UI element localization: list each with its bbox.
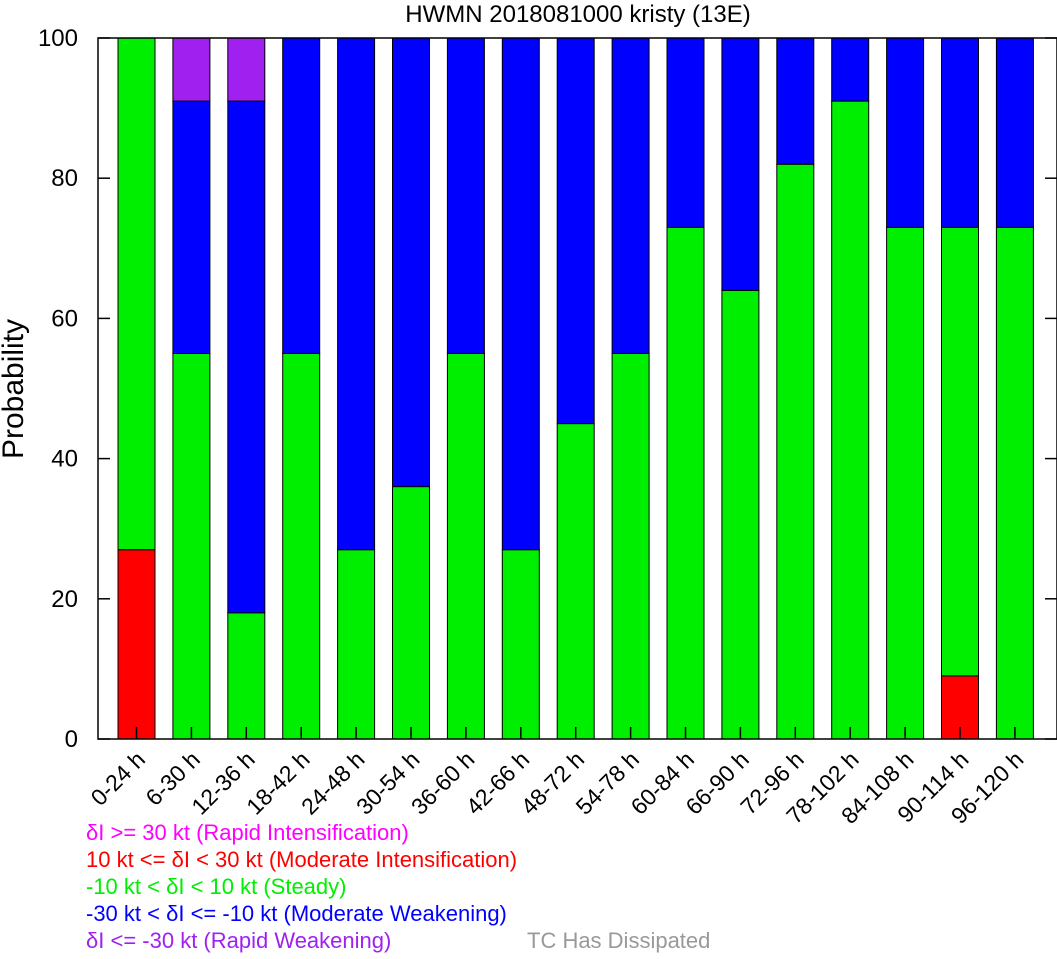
y-axis-label: Probability [0, 319, 30, 459]
bar-segment-rapid-weakening [172, 37, 211, 102]
plot-frame [97, 37, 1057, 740]
bar-segment-steady [831, 100, 870, 740]
bar-segment-steady [337, 549, 376, 740]
legend: δI >= 30 kt (Rapid Intensification)10 kt… [86, 820, 710, 953]
bar-segment-moderate-weakening [337, 37, 376, 551]
dissipated-label: TC Has Dissipated [527, 928, 710, 953]
bar-segment-moderate-intensification [117, 549, 156, 740]
bar-segment-steady [721, 289, 760, 740]
y-tick-label: 60 [51, 305, 78, 332]
bar-segment-steady [117, 37, 156, 551]
bar-segment-steady [886, 226, 925, 740]
y-tick-label: 100 [38, 25, 78, 52]
bar-segment-moderate-weakening [282, 37, 321, 354]
x-axis-ticks: 0-24 h6-30 h12-36 h18-42 h24-48 h30-54 h… [86, 727, 1028, 829]
bar-segment-steady [666, 226, 705, 740]
legend-entry: -30 kt < δI <= -10 kt (Moderate Weakenin… [86, 901, 507, 926]
legend-entry: δI >= 30 kt (Rapid Intensification) [86, 820, 409, 845]
y-tick-label: 40 [51, 446, 78, 473]
bar-segment-steady [172, 352, 211, 740]
bar-segment-moderate-weakening [392, 37, 430, 488]
legend-entry: -10 kt < δI < 10 kt (Steady) [86, 874, 346, 899]
bar-segment-moderate-weakening [446, 37, 485, 354]
bar-segment-steady [392, 486, 430, 740]
bar-segment-steady [446, 352, 485, 740]
bar-segment-moderate-weakening [172, 100, 211, 354]
bar-segment-moderate-weakening [666, 37, 705, 228]
bar-segment-steady [776, 163, 815, 740]
bar-segment-moderate-weakening [227, 100, 266, 614]
bar-segment-moderate-weakening [611, 37, 650, 354]
bar-segment-steady [282, 352, 321, 740]
bar-segment-steady [941, 226, 979, 677]
bar-segment-steady [611, 352, 650, 740]
y-axis-ticks: 0 20 40 60 80 100 [38, 25, 1057, 753]
bar-segment-steady [227, 612, 266, 740]
legend-entry: δI <= -30 kt (Rapid Weakening) [86, 928, 391, 953]
y-tick-label: 0 [65, 726, 78, 753]
bar-segment-moderate-weakening [831, 37, 870, 102]
bar-segment-steady [556, 423, 595, 740]
bar-segment-moderate-weakening [776, 37, 815, 165]
bars-group [117, 37, 1034, 740]
bar-segment-rapid-weakening [227, 37, 266, 102]
bar-segment-moderate-weakening [501, 37, 540, 551]
legend-entry: 10 kt <= δI < 30 kt (Moderate Intensific… [86, 847, 517, 872]
chart-title: HWMN 2018081000 kristy (13E) [405, 1, 750, 28]
bar-segment-steady [501, 549, 540, 740]
bar-segment-moderate-weakening [721, 37, 760, 291]
y-tick-label: 80 [51, 165, 78, 192]
bar-segment-moderate-weakening [941, 37, 979, 228]
bar-segment-steady [995, 226, 1034, 740]
bar-segment-moderate-weakening [886, 37, 925, 228]
bar-segment-moderate-weakening [995, 37, 1034, 228]
x-tick-label: 0-24 h [86, 746, 151, 811]
y-tick-label: 20 [51, 586, 78, 613]
bar-segment-moderate-weakening [556, 37, 595, 425]
